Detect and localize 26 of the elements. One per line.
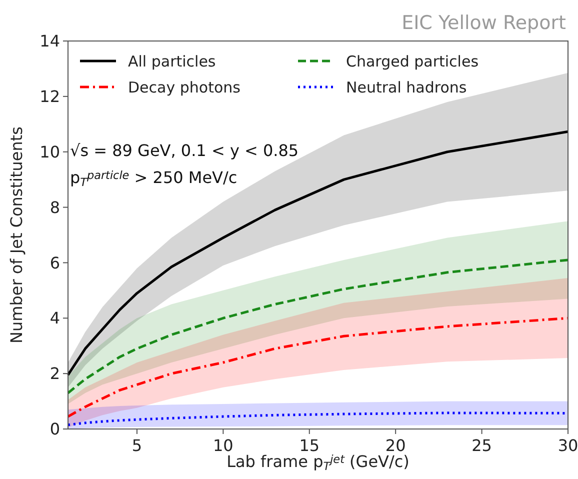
text: EIC Yellow Report: [402, 12, 566, 34]
legend-label: Decay photons: [128, 78, 241, 96]
line-series: [66, 258, 570, 394]
y-tick-label: 2: [50, 364, 60, 384]
x-tick-label: 5: [132, 436, 142, 455]
annotation: √s = 89 GeV, 0.1 < y < 0.85: [70, 141, 299, 160]
legend-label: All particles: [128, 52, 216, 70]
line-series: [66, 316, 570, 418]
x-axis-title: Lab frame p$_{T}$$^{jet}$ (GeV/c): [226, 452, 410, 473]
y-tick-label: 12: [40, 87, 60, 106]
y-tick-label: 0: [50, 420, 60, 439]
x-tick-label: 20: [385, 436, 406, 455]
x-tick-label: 10: [212, 436, 234, 455]
y-tick-label: 10: [40, 142, 60, 162]
x-tick-label: 30: [558, 436, 578, 455]
legend-label: Charged particles: [346, 52, 479, 70]
annotation: p$_{T}$$^{particle}$ > 250 MeV/c: [70, 168, 238, 189]
x-tick-label: 25: [472, 436, 492, 455]
y-tick-label: 6: [50, 253, 60, 272]
y-tick-label: 4: [50, 308, 60, 328]
y-axis-title: Number of Jet Constituents: [7, 126, 26, 344]
line-series: [66, 130, 570, 376]
y-tick-label: 8: [50, 198, 60, 217]
y-tick-label: 14: [40, 32, 60, 51]
x-tick-label: 15: [299, 436, 320, 455]
legend-label: Neutral hadrons: [346, 78, 467, 96]
